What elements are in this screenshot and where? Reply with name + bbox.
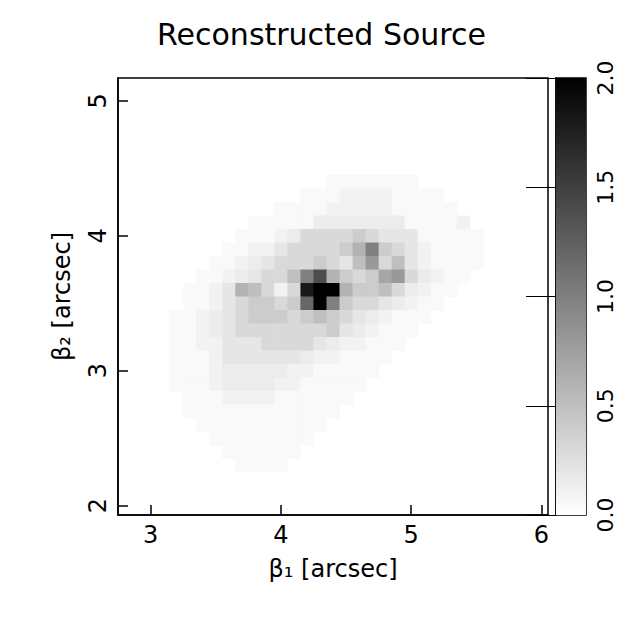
svg-text:2: 2	[84, 498, 112, 513]
svg-text:1.5: 1.5	[593, 170, 618, 205]
svg-text:0.5: 0.5	[593, 388, 618, 423]
svg-text:5: 5	[84, 93, 112, 108]
svg-text:1.0: 1.0	[593, 279, 618, 314]
svg-text:4: 4	[84, 228, 112, 243]
svg-text:Reconstructed Source: Reconstructed Source	[157, 17, 486, 52]
svg-text:5: 5	[404, 521, 419, 549]
svg-text:3: 3	[84, 363, 112, 378]
svg-text:2.0: 2.0	[593, 61, 618, 96]
svg-text:6: 6	[534, 521, 549, 549]
svg-text:β₂ [arcsec]: β₂ [arcsec]	[48, 232, 76, 361]
svg-text:3: 3	[143, 521, 158, 549]
svg-text:4: 4	[273, 521, 288, 549]
svg-text:β₁ [arcsec]: β₁ [arcsec]	[269, 555, 398, 583]
svg-text:0.0: 0.0	[593, 498, 618, 533]
